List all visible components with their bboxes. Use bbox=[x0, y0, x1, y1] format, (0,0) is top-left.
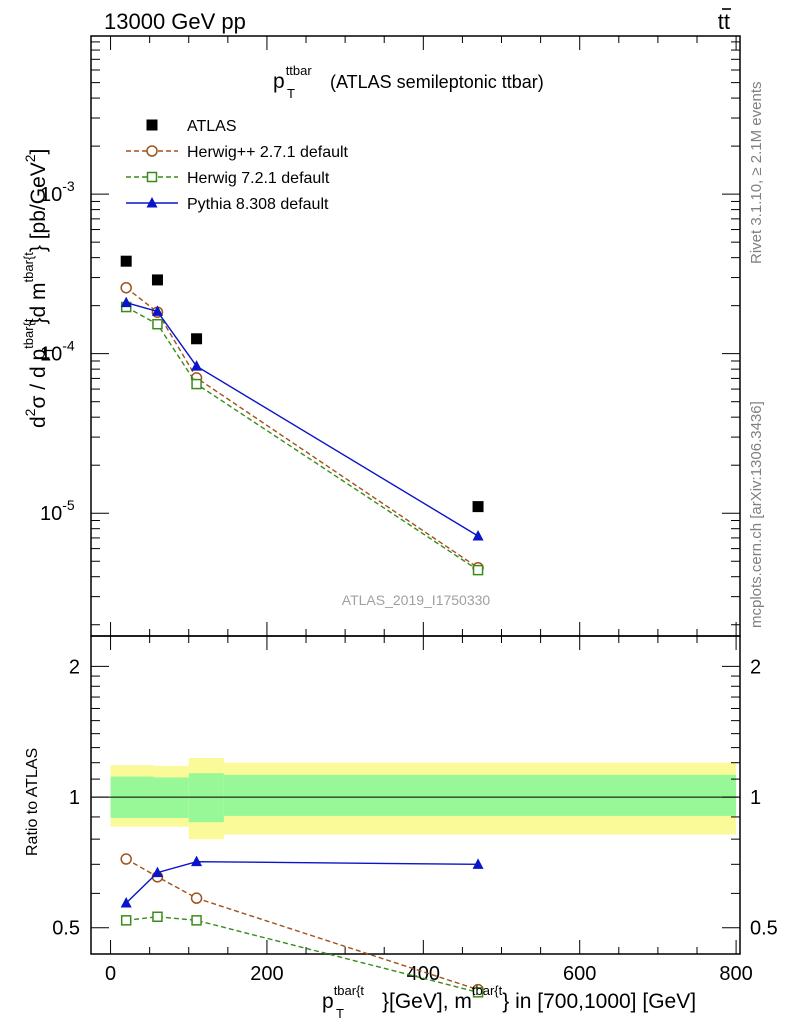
series-2-point-2 bbox=[191, 378, 202, 390]
x-tick-label-600: 600 bbox=[563, 963, 596, 985]
inner-band-2 bbox=[188, 773, 224, 823]
legend: ATLAS Herwig++ 2.7.1 default Herwig 7.2.1 … bbox=[126, 118, 349, 213]
y-axis-label: d2σ / d ptbar{tT}d mtbar{t} [pb/GeV2] bbox=[21, 149, 56, 428]
legend-marker-0 bbox=[146, 119, 158, 131]
ratio-point-1 bbox=[152, 911, 163, 923]
rivet-version-label: Rivet 3.1.10, ≥ 2.1M events bbox=[748, 82, 765, 265]
ratio-point-0 bbox=[120, 853, 132, 865]
series-2-point-3 bbox=[472, 564, 484, 576]
x-tick-label-200: 200 bbox=[250, 963, 283, 985]
ratio-y-tick-label-left: 1 bbox=[69, 787, 80, 809]
mcplots-label: mcplots.cern.ch [arXiv:1306.3436] bbox=[748, 401, 765, 628]
legend-marker-1 bbox=[146, 145, 158, 157]
ratio-point-2 bbox=[190, 892, 203, 904]
ratio-y-tick-label-right: 0.5 bbox=[750, 918, 778, 940]
svg-text:tt: tt bbox=[718, 9, 730, 34]
series-3-point-3 bbox=[472, 529, 484, 541]
plot-title-rest: (ATLAS semileptonic ttbar) bbox=[325, 72, 544, 92]
series-line-1 bbox=[125, 287, 479, 569]
legend-label-2: Herwig 7.2.1 default bbox=[187, 170, 330, 187]
series-2-point-1 bbox=[152, 318, 163, 330]
y-tick-label: 10-4 bbox=[40, 338, 75, 366]
ratio-line bbox=[125, 858, 479, 991]
ratio-line bbox=[126, 916, 479, 993]
main-panel: 10-3 10-4 10-5 bbox=[40, 35, 741, 637]
legend-label-1: Herwig++ 2.7.1 default bbox=[187, 144, 349, 161]
plot-title: pttbar T (ATLAS semileptonic ttbar) bbox=[273, 63, 544, 101]
series-line-3 bbox=[125, 301, 479, 537]
series-1-point-0 bbox=[120, 281, 132, 294]
analysis-watermark: ATLAS_2019_I1750330 bbox=[342, 592, 491, 608]
plot-title-sup: ttbar bbox=[286, 63, 313, 78]
process-label-bar: t bbox=[724, 9, 730, 34]
series-0-point-1 bbox=[151, 274, 163, 286]
series-0-point-3 bbox=[472, 501, 484, 513]
legend-label-3: Pythia 8.308 default bbox=[187, 196, 329, 213]
legend-marker-2 bbox=[146, 171, 158, 183]
ratio-panel: 0 200 400 600 800 2 2 1 1 0.5 0.5 bbox=[52, 622, 778, 998]
ratio-point-0 bbox=[120, 897, 132, 908]
ratio-point-0 bbox=[120, 915, 132, 926]
ratio-point-1 bbox=[151, 866, 163, 878]
ratio-point-2 bbox=[191, 855, 203, 867]
legend-marker-3 bbox=[146, 197, 158, 208]
inner-band-3 bbox=[223, 774, 737, 816]
ratio-y-tick-label-right: 1 bbox=[750, 787, 761, 809]
x-axis-label: ptbar{t T}[GeV], mtbar{t} in [700,1000] [… bbox=[322, 983, 696, 1021]
x-tick-label-0: 0 bbox=[105, 963, 116, 985]
ratio-y-tick-label-left: 2 bbox=[69, 656, 80, 678]
plot-title-sub: T bbox=[287, 86, 295, 101]
y-tick-label: 10-5 bbox=[40, 497, 75, 525]
ratio-point-2 bbox=[191, 915, 202, 926]
series-0-point-0 bbox=[120, 255, 132, 267]
ratio-y-tick-label-left: 0.5 bbox=[52, 918, 80, 940]
ratio-axis-label: Ratio to ATLAS bbox=[24, 748, 41, 856]
legend-label-0: ATLAS bbox=[187, 118, 237, 135]
process-label: tt bbox=[718, 8, 731, 34]
collision-label: 13000 GeV pp bbox=[104, 9, 246, 34]
series-line-2 bbox=[125, 306, 479, 571]
ratio-point-3 bbox=[472, 987, 484, 998]
inner-band-1 bbox=[153, 777, 189, 818]
series-3-point-1 bbox=[151, 305, 163, 316]
ratio-point-3 bbox=[472, 858, 484, 869]
x-tick-label-400: 400 bbox=[407, 963, 440, 985]
series-3-point-0 bbox=[120, 296, 132, 308]
y-tick-label: 10-3 bbox=[40, 178, 75, 206]
ratio-frame bbox=[90, 635, 741, 955]
x-tick-label-800: 800 bbox=[719, 963, 752, 985]
ratio-y-tick-label-right: 2 bbox=[750, 656, 761, 678]
ratio-line bbox=[125, 860, 479, 904]
series-3-point-2 bbox=[191, 360, 203, 371]
series-0-point-2 bbox=[191, 333, 203, 345]
